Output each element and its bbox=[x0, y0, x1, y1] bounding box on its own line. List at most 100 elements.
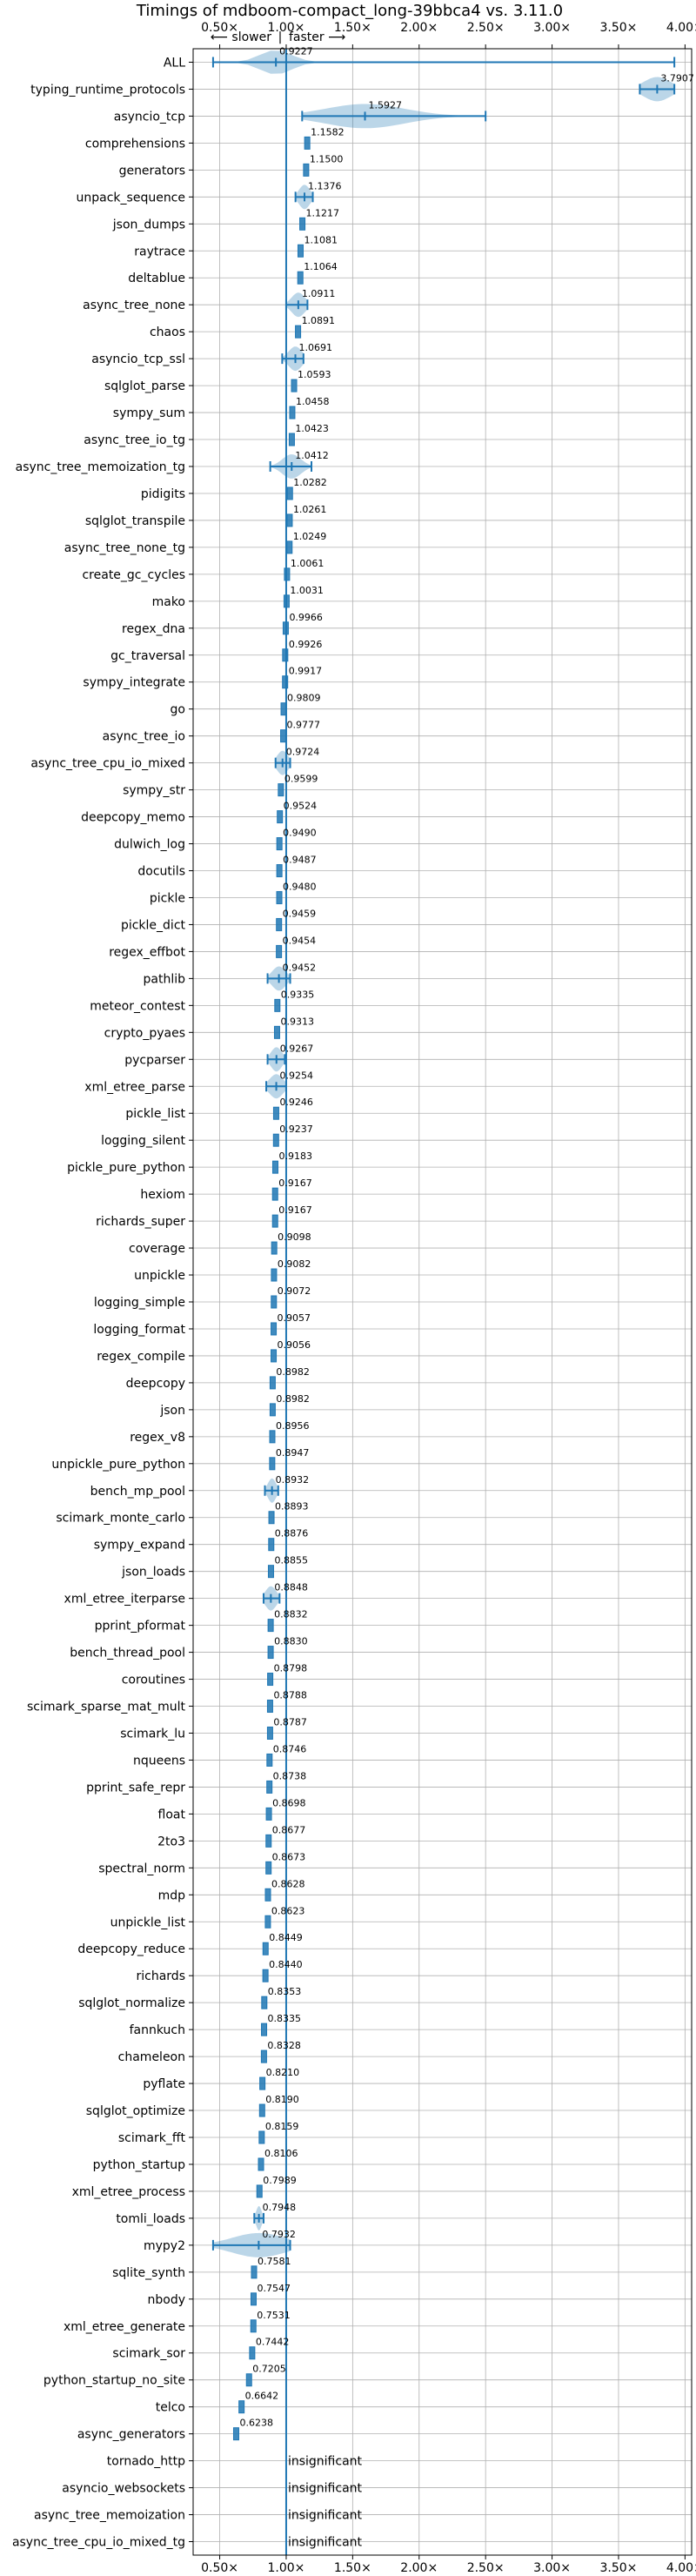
value-box bbox=[297, 244, 304, 258]
value-box bbox=[264, 1888, 271, 1902]
value-box bbox=[258, 2103, 265, 2117]
benchmark-label: tomli_loads bbox=[116, 2212, 185, 2226]
value-box bbox=[261, 2023, 268, 2036]
value-box bbox=[265, 1807, 272, 1821]
value-box bbox=[291, 379, 298, 392]
x-tick-label-top: 2.00× bbox=[400, 21, 438, 35]
benchmark-label: pprint_pformat bbox=[95, 1620, 186, 1633]
value-label: 1.1081 bbox=[304, 234, 338, 245]
value-label: 1.1064 bbox=[304, 261, 338, 272]
benchmark-label: async_tree_cpu_io_mixed bbox=[30, 757, 185, 771]
value-box bbox=[280, 729, 287, 743]
value-label: 0.8440 bbox=[269, 1959, 303, 1970]
benchmark-label: deltablue bbox=[128, 272, 185, 285]
benchmark-label: xml_etree_process bbox=[72, 2185, 185, 2199]
value-label: 0.9267 bbox=[280, 1043, 314, 1054]
benchmark-label: async_tree_none_tg bbox=[64, 541, 185, 555]
value-box bbox=[276, 837, 283, 851]
value-label: 0.9777 bbox=[287, 720, 321, 731]
value-label: 0.9490 bbox=[283, 828, 317, 839]
value-label: 0.9452 bbox=[283, 962, 317, 973]
value-label: 0.9167 bbox=[278, 1177, 312, 1189]
benchmark-label: gc_traversal bbox=[110, 649, 185, 663]
value-box bbox=[258, 2157, 264, 2171]
value-label: 1.1500 bbox=[310, 153, 344, 164]
benchmark-label: async_generators bbox=[77, 2428, 185, 2442]
value-box bbox=[278, 783, 284, 797]
value-box bbox=[286, 513, 293, 527]
x-tick-label-top: 1.50× bbox=[334, 21, 371, 35]
value-box bbox=[272, 1106, 279, 1120]
value-box bbox=[299, 217, 306, 231]
benchmark-label: coverage bbox=[129, 1242, 185, 1256]
value-box bbox=[266, 1780, 273, 1794]
benchmark-label: pickle_dict bbox=[121, 918, 186, 932]
value-box bbox=[266, 1753, 273, 1767]
insignificant-label: insignificant bbox=[288, 2482, 363, 2496]
benchmark-label: deepcopy_memo bbox=[81, 811, 185, 825]
value-label: 1.0911 bbox=[302, 288, 336, 299]
value-label: 0.8788 bbox=[273, 1690, 307, 1701]
value-label: 0.9082 bbox=[278, 1258, 311, 1270]
benchmark-label: async_tree_io_tg bbox=[84, 433, 185, 447]
value-box bbox=[269, 1430, 276, 1444]
value-label: 0.9809 bbox=[287, 693, 321, 704]
value-label: 1.0891 bbox=[302, 315, 336, 326]
benchmark-label: dulwich_log bbox=[114, 838, 185, 852]
value-box bbox=[271, 1187, 278, 1201]
insignificant-label: insignificant bbox=[288, 2509, 363, 2523]
value-label: 0.8328 bbox=[267, 2040, 301, 2051]
value-box bbox=[262, 1942, 269, 1955]
value-label: 0.8698 bbox=[272, 1797, 306, 1808]
benchmark-label: ALL bbox=[164, 56, 185, 70]
value-box bbox=[276, 890, 283, 904]
value-box bbox=[260, 2049, 267, 2063]
benchmark-label: python_startup bbox=[93, 2158, 185, 2172]
value-label: 0.8623 bbox=[271, 1905, 305, 1916]
insignificant-label: insignificant bbox=[288, 2536, 363, 2550]
value-label: 1.5927 bbox=[369, 99, 403, 111]
value-box bbox=[284, 567, 291, 581]
value-label: 1.1582 bbox=[311, 126, 345, 138]
benchmark-label: float bbox=[158, 1808, 186, 1821]
hint-separator: | bbox=[278, 30, 283, 44]
benchmark-label: coroutines bbox=[122, 1674, 185, 1687]
value-label: 1.0458 bbox=[296, 396, 330, 407]
benchmark-label: asyncio_tcp bbox=[114, 110, 185, 124]
benchmark-label: async_tree_cpu_io_mixed_tg bbox=[12, 2536, 185, 2550]
value-box bbox=[267, 1646, 274, 1660]
value-box bbox=[265, 1861, 272, 1875]
value-box bbox=[266, 1726, 273, 1740]
value-box bbox=[265, 1834, 272, 1848]
value-box bbox=[303, 163, 310, 177]
benchmark-label: unpickle_pure_python bbox=[51, 1458, 185, 1472]
value-box bbox=[297, 271, 304, 285]
benchmark-label: scimark_monte_carlo bbox=[56, 1512, 185, 1526]
benchmark-label: async_tree_io bbox=[103, 730, 185, 744]
benchmark-label: comprehensions bbox=[85, 137, 185, 151]
value-label: 0.9480 bbox=[283, 881, 317, 892]
x-tick-label-top: 2.50× bbox=[467, 21, 505, 35]
value-label: 0.9335 bbox=[281, 989, 315, 1000]
value-label: 0.9917 bbox=[289, 666, 323, 677]
value-box bbox=[250, 2292, 257, 2306]
benchmark-label: logging_simple bbox=[94, 1296, 185, 1310]
value-label: 0.9057 bbox=[278, 1312, 311, 1324]
benchmark-label: generators bbox=[119, 164, 185, 178]
value-box bbox=[271, 1295, 278, 1309]
value-label: 0.8210 bbox=[266, 2067, 300, 2078]
benchmark-label: spectral_norm bbox=[98, 1862, 185, 1875]
x-tick-label-top: 1.00× bbox=[268, 21, 305, 35]
benchmark-label: tornado_http bbox=[107, 2455, 185, 2469]
value-label: 0.9966 bbox=[289, 612, 323, 623]
value-box bbox=[269, 1376, 276, 1390]
benchmark-label: nbody bbox=[148, 2293, 186, 2307]
value-box bbox=[286, 540, 293, 554]
benchmark-label: regex_effbot bbox=[109, 945, 185, 959]
benchmark-label: pickle_pure_python bbox=[67, 1161, 185, 1175]
value-box bbox=[276, 944, 283, 958]
value-label: 0.9183 bbox=[278, 1150, 312, 1162]
value-label: 0.9246 bbox=[279, 1097, 313, 1108]
benchmark-label: scimark_sor bbox=[112, 2347, 185, 2361]
value-label: 1.1217 bbox=[306, 207, 340, 218]
